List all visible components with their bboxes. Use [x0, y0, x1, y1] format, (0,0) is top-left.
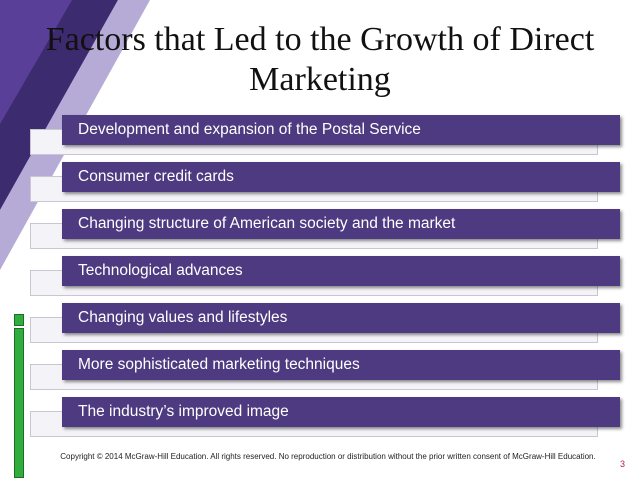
item-label: Technological advances — [78, 262, 243, 279]
slide-title: Factors that Led to the Growth of Direct… — [45, 21, 595, 98]
list-item: More sophisticated marketing techniques — [30, 350, 620, 390]
item-bar: Changing values and lifestyles — [62, 303, 620, 333]
item-bar: Development and expansion of the Postal … — [62, 115, 620, 145]
item-bar: Consumer credit cards — [62, 162, 620, 192]
accent-tab — [14, 314, 24, 326]
list-item: Technological advances — [30, 256, 620, 296]
item-label: Changing structure of American society a… — [78, 215, 456, 232]
list-item: The industry’s improved image — [30, 397, 620, 437]
item-bar: Changing structure of American society a… — [62, 209, 620, 239]
item-label: The industry’s improved image — [78, 403, 289, 420]
page-number: 3 — [620, 459, 626, 469]
item-bar: Technological advances — [62, 256, 620, 286]
copyright-footer: Copyright © 2014 McGraw-Hill Education. … — [60, 452, 596, 461]
list-item: Changing values and lifestyles — [30, 303, 620, 343]
item-label: Changing values and lifestyles — [78, 309, 288, 326]
list-item: Consumer credit cards — [30, 162, 620, 202]
accent-bar — [14, 328, 24, 478]
item-label: More sophisticated marketing techniques — [78, 356, 360, 373]
list-item: Development and expansion of the Postal … — [30, 115, 620, 155]
item-label: Consumer credit cards — [78, 168, 234, 185]
item-label: Development and expansion of the Postal … — [78, 121, 421, 138]
list-item: Changing structure of American society a… — [30, 209, 620, 249]
item-bar: More sophisticated marketing techniques — [62, 350, 620, 380]
item-bar: The industry’s improved image — [62, 397, 620, 427]
